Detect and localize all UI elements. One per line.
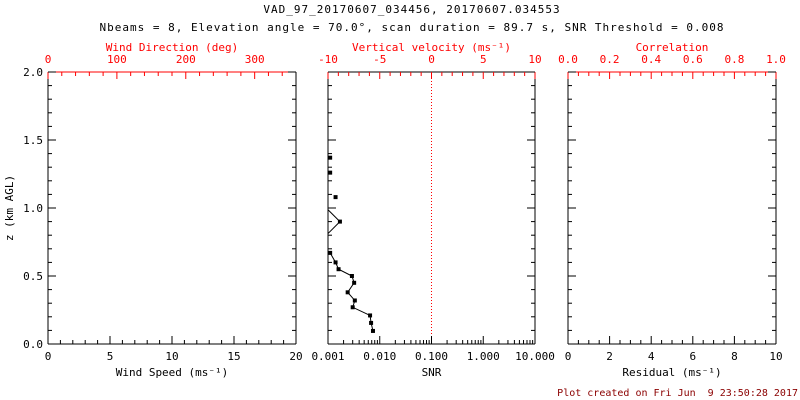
bottom-tick-label: 4 [648,350,655,363]
data-point-marker [328,250,333,255]
data-point-marker [349,274,354,278]
data-point-marker [345,290,350,295]
y-axis-snr [328,71,535,345]
panel-snr: 0.001 0.010 0.100 1.000 10.000 SNR -10 -5 0 5 10 Ve… [311,41,554,379]
y-tick-label: 0.5 [23,270,43,283]
bottom-axis-snr: 0.001 0.010 0.100 1.000 10.000 SNR [311,336,555,379]
bottom-tick-label: 0 [45,350,52,363]
top-tick-label: 0.4 [641,53,661,66]
data-point-marker [369,320,374,325]
top-tick-label: 0 [45,53,52,66]
bottom-tick-label: 15 [227,350,240,363]
bottom-tick-label: 10.000 [515,350,555,363]
data-point-marker [333,260,338,265]
bottom-axis-title: Wind Speed (ms⁻¹) [116,366,229,379]
bottom-axis-title: SNR [422,366,442,379]
y-tick-label: 0.0 [23,338,43,351]
top-tick-label: 0.8 [724,53,744,66]
bottom-tick-label: 0.010 [363,350,396,363]
top-tick-label: 0 [428,53,435,66]
data-point-marker [336,267,341,272]
plot-subtitle: Nbeams = 8, Elevation angle = 70.0°, sca… [99,21,724,34]
top-tick-label: 0.6 [683,53,703,66]
bottom-tick-label: 0.001 [311,350,344,363]
top-tick-label: 0.0 [558,53,578,66]
panel-wind-speed: 0 5 10 15 20 Wind Speed (ms⁻¹) 0 100 200 300 Wind … [23,41,303,379]
bottom-tick-label: 6 [689,350,696,363]
bottom-tick-label: 0.100 [415,350,448,363]
data-point-marker [352,280,357,285]
data-point-marker [352,298,357,303]
top-axis-title: Correlation [636,41,709,54]
top-tick-label: 200 [176,53,196,66]
bottom-tick-label: 0 [565,350,572,363]
panel-residual: 0 2 4 6 8 10 Residual (ms⁻¹) 0.0 0.2 0.4 0.6 0.8 1.0… [558,41,786,379]
bottom-axis-title: Residual (ms⁻¹) [622,366,721,379]
y-tick-label: 1.0 [23,202,43,215]
y-tick-label: 2.0 [23,66,43,79]
top-tick-label: 10 [528,53,541,66]
top-tick-label: 1.0 [766,53,786,66]
bottom-tick-label: 10 [769,350,782,363]
data-point-marker [368,313,373,318]
data-point-marker [328,155,333,160]
plot-title: VAD_97_20170607_034456, 20170607.034553 [263,3,560,16]
top-tick-label: 5 [480,53,487,66]
top-tick-label: 100 [107,53,127,66]
bottom-tick-label: 5 [107,350,114,363]
data-point-marker [337,219,342,224]
y-tick-label: 1.5 [23,134,43,147]
top-axis-title: Wind Direction (deg) [106,41,238,54]
bottom-axis-residual: 0 2 4 6 8 10 Residual (ms⁻¹) [565,336,783,379]
y-axis-residual [568,71,776,345]
plot-footer-timestamp: Plot created on Fri Jun 9 23:50:28 2017 [557,388,798,399]
y-axis-label: z (km AGL) [3,175,16,241]
bottom-axis-wind-speed: 0 5 10 15 20 Wind Speed (ms⁻¹) [45,336,303,379]
top-axis-wind-speed: 0 100 200 300 Wind Direction (deg) [45,41,283,79]
bottom-tick-label: 10 [165,350,178,363]
top-axis-residual: 0.0 0.2 0.4 0.6 0.8 1.0 Correlation [558,41,786,79]
data-point-marker [333,195,338,200]
series-snr-profile [327,155,375,333]
top-tick-label: 300 [245,53,265,66]
top-axis-snr: -10 -5 0 5 10 Vertical velocity (ms⁻¹) [318,41,542,79]
top-tick-label: -5 [373,53,386,66]
bottom-tick-label: 20 [289,350,302,363]
data-point-marker [350,305,355,310]
data-point-marker [370,328,375,333]
bottom-tick-label: 8 [731,350,738,363]
top-tick-label: 0.2 [600,53,620,66]
bottom-tick-label: 1.000 [467,350,500,363]
data-point-marker [328,170,333,175]
top-tick-label: -10 [318,53,338,66]
bottom-tick-label: 2 [606,350,613,363]
y-axis-wind-speed: 0.0 0.5 1.0 1.5 2.0 [23,66,296,351]
profile-line [329,252,374,332]
top-axis-title: Vertical velocity (ms⁻¹) [352,41,511,54]
